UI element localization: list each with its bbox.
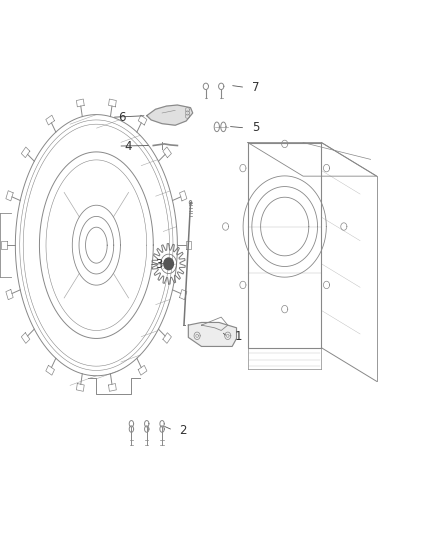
Circle shape — [164, 258, 173, 270]
Polygon shape — [147, 105, 193, 125]
Text: 7: 7 — [252, 81, 259, 94]
Text: 6: 6 — [118, 111, 126, 124]
Text: 2: 2 — [180, 424, 187, 437]
Text: 3: 3 — [155, 259, 163, 271]
Text: 1: 1 — [234, 330, 242, 343]
Text: 5: 5 — [252, 122, 259, 134]
Polygon shape — [188, 322, 237, 346]
Text: 4: 4 — [125, 140, 132, 152]
